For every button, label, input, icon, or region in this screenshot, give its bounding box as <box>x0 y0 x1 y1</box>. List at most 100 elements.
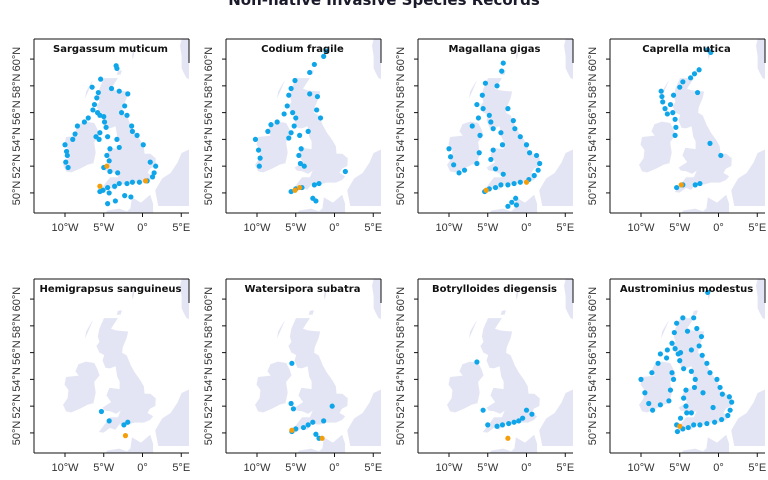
record-point <box>714 376 720 382</box>
record-point <box>499 68 505 74</box>
record-point <box>510 118 516 124</box>
record-point <box>482 80 489 86</box>
record-point <box>296 152 302 159</box>
record-point <box>527 150 533 156</box>
y-tick-label: 52°N <box>203 154 215 179</box>
panel-title: Caprella mutica <box>642 44 730 55</box>
record-point <box>451 162 457 168</box>
record-point <box>691 422 697 428</box>
land-shape <box>515 287 522 302</box>
panel-plot-area <box>638 39 765 213</box>
record-point <box>488 156 494 163</box>
highlight-point <box>505 435 511 441</box>
record-point <box>492 184 499 191</box>
x-tick-label: 10°W <box>435 462 463 474</box>
record-point <box>136 179 142 185</box>
record-point <box>268 122 274 128</box>
y-tick-label: 54°N <box>587 367 599 392</box>
x-tick-label: 0° <box>521 222 532 234</box>
record-point <box>298 146 304 152</box>
record-point <box>729 399 735 405</box>
y-tick-label: 58°N <box>587 314 599 339</box>
x-tick-label: 0° <box>137 462 148 474</box>
land-shape <box>730 388 765 447</box>
map-panel: 10°W 5°W 0° 5°E 50°N 52°N 54°N 56°N58°N 60°N Codi… <box>203 38 382 234</box>
record-point <box>660 99 666 105</box>
record-point <box>469 123 475 129</box>
x-tick-label: 5°E <box>172 222 190 234</box>
record-point <box>101 119 108 125</box>
record-point <box>107 168 113 175</box>
record-point <box>719 416 725 423</box>
record-point <box>475 115 482 121</box>
record-point <box>694 325 700 332</box>
record-point <box>125 419 131 425</box>
x-tick-label: 10°W <box>243 222 271 234</box>
record-point <box>62 142 68 148</box>
land-shape <box>515 47 522 62</box>
highlight-point <box>104 163 110 169</box>
highlight-point <box>143 178 149 184</box>
record-point <box>252 136 259 142</box>
record-point <box>474 160 480 167</box>
x-tick-label: 10°W <box>627 222 655 234</box>
y-tick-label: 56°N <box>395 340 407 365</box>
record-point <box>494 83 500 89</box>
record-point <box>134 132 140 138</box>
record-point <box>311 182 317 188</box>
record-point <box>490 126 496 132</box>
record-point <box>288 400 294 407</box>
record-point <box>677 415 684 421</box>
record-point <box>292 77 298 84</box>
record-point <box>116 144 122 151</box>
record-point <box>288 130 294 136</box>
land-shape <box>154 388 189 447</box>
record-point <box>70 136 76 142</box>
land-shape <box>254 360 293 414</box>
land-shape <box>446 360 485 414</box>
record-point <box>129 128 136 134</box>
y-tick-label: 54°N <box>587 127 599 152</box>
record-point <box>121 422 127 428</box>
record-point <box>124 180 130 187</box>
record-point <box>342 168 348 175</box>
land-shape <box>538 148 573 207</box>
panel-title: Watersipora subatra <box>245 284 361 295</box>
record-point <box>517 134 523 140</box>
record-point <box>85 115 91 121</box>
record-point <box>456 170 462 176</box>
panel-title: Hemigrapsus sanguineus <box>40 284 182 295</box>
record-point <box>485 422 491 428</box>
record-point <box>317 115 324 121</box>
record-point <box>313 198 319 204</box>
x-tick-label: 5°E <box>364 222 382 234</box>
land-shape <box>84 78 94 101</box>
record-point <box>505 203 511 209</box>
x-tick-label: 5°E <box>556 462 574 474</box>
record-point <box>505 182 511 188</box>
record-point <box>265 128 271 134</box>
record-point <box>90 107 96 113</box>
record-point <box>89 84 95 90</box>
x-tick-label: 5°W <box>669 222 691 234</box>
land-shape <box>104 433 154 453</box>
map-panel: 10°W 5°W 0° 5°E 50°N 52°N 54°N 56°N58°N 60°N Wate… <box>203 278 382 474</box>
land-shape <box>115 69 123 76</box>
land-shape <box>323 287 330 302</box>
record-point <box>311 61 317 68</box>
record-point <box>95 89 101 96</box>
record-point <box>664 111 670 117</box>
record-point <box>105 134 111 140</box>
record-point <box>674 428 681 435</box>
record-point <box>667 387 674 393</box>
record-point <box>663 355 670 361</box>
panel-plot-area <box>446 279 573 453</box>
record-point <box>300 424 307 431</box>
highlight-point <box>292 187 298 193</box>
record-point <box>480 407 486 413</box>
record-point <box>677 358 683 364</box>
record-point <box>288 85 294 92</box>
record-point <box>707 140 713 146</box>
y-tick-label: 50°N <box>395 421 407 446</box>
record-point <box>513 202 520 208</box>
